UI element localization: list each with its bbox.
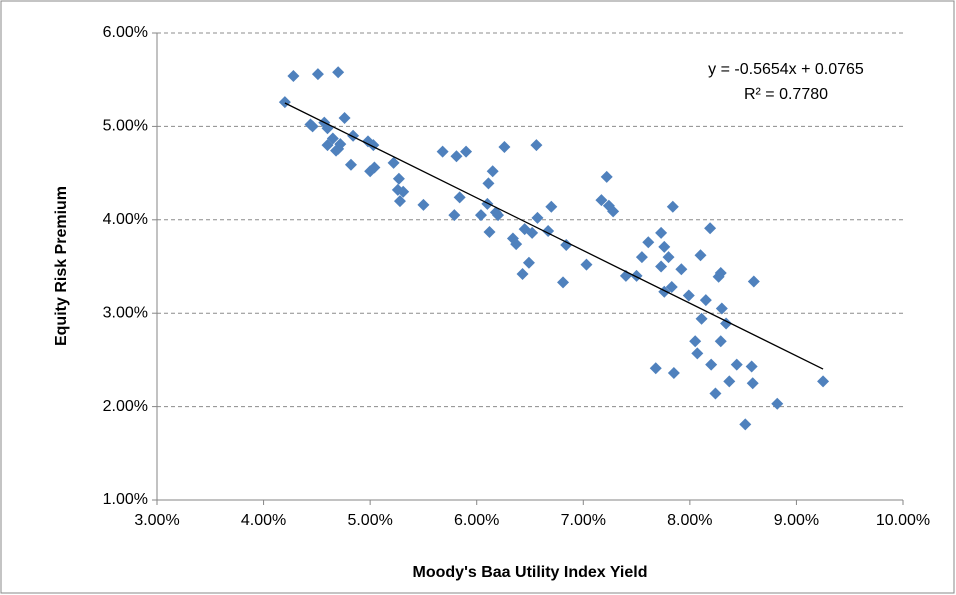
- x-tick-label: 6.00%: [454, 512, 499, 529]
- point: [287, 69, 300, 82]
- point: [745, 360, 758, 373]
- point: [747, 275, 760, 288]
- point: [658, 240, 671, 253]
- point: [666, 200, 679, 213]
- point: [338, 111, 351, 124]
- point: [714, 267, 727, 280]
- point: [635, 251, 648, 264]
- point: [330, 144, 343, 157]
- point: [417, 198, 430, 211]
- x-axis-title: Moody's Baa Utility Index Yield: [413, 564, 648, 581]
- point: [817, 375, 830, 388]
- point: [498, 140, 511, 153]
- point: [714, 335, 727, 348]
- point: [522, 256, 535, 269]
- point: [642, 236, 655, 249]
- point: [483, 225, 496, 238]
- point: [474, 209, 487, 222]
- point: [730, 358, 743, 371]
- y-tick-label: 2.00%: [103, 398, 148, 415]
- point: [667, 366, 680, 379]
- point: [709, 387, 722, 400]
- point: [662, 251, 675, 264]
- point: [387, 156, 400, 169]
- point: [460, 145, 473, 158]
- point: [486, 165, 499, 178]
- point: [739, 418, 752, 431]
- point: [746, 377, 759, 390]
- point: [448, 209, 461, 222]
- y-tick-label: 4.00%: [103, 211, 148, 228]
- point: [580, 258, 593, 271]
- point: [682, 289, 695, 302]
- x-tick-label: 4.00%: [241, 512, 286, 529]
- trend-equation: y = -0.5654x + 0.0765: [708, 61, 864, 78]
- point: [560, 239, 573, 252]
- point: [600, 170, 613, 183]
- y-tick-label: 5.00%: [103, 118, 148, 135]
- point: [655, 226, 668, 239]
- point: [492, 209, 505, 222]
- y-axis-title: Equity Risk Premium: [53, 186, 70, 346]
- point: [482, 177, 495, 190]
- x-tick-label: 3.00%: [134, 512, 179, 529]
- point: [453, 191, 466, 204]
- point: [689, 335, 702, 348]
- point: [720, 317, 733, 330]
- point: [771, 397, 784, 410]
- point: [665, 281, 678, 294]
- point: [436, 145, 449, 158]
- point: [516, 267, 529, 280]
- point: [715, 302, 728, 315]
- point: [649, 362, 662, 375]
- point: [531, 211, 544, 224]
- point: [526, 226, 539, 239]
- point: [699, 294, 712, 307]
- point: [530, 139, 543, 152]
- point: [607, 205, 620, 218]
- point: [321, 122, 334, 135]
- x-tick-label: 10.00%: [876, 512, 930, 529]
- trendline: [284, 102, 824, 370]
- r-squared: R² = 0.7780: [744, 86, 828, 103]
- point: [595, 194, 608, 207]
- point: [450, 150, 463, 163]
- point: [694, 249, 707, 262]
- x-tick-label: 5.00%: [347, 512, 392, 529]
- point: [675, 263, 688, 276]
- x-tick-label: 8.00%: [667, 512, 712, 529]
- point: [705, 358, 718, 371]
- x-tick-label: 7.00%: [561, 512, 606, 529]
- point: [695, 312, 708, 325]
- point: [326, 132, 339, 145]
- point: [344, 158, 357, 171]
- point: [510, 238, 523, 251]
- point: [723, 375, 736, 388]
- point: [704, 222, 717, 235]
- point: [655, 260, 668, 273]
- point: [393, 195, 406, 208]
- point: [691, 347, 704, 360]
- point: [545, 200, 558, 213]
- point: [306, 120, 319, 133]
- point: [391, 183, 404, 196]
- point: [364, 165, 377, 178]
- x-tick-label: 9.00%: [774, 512, 819, 529]
- point: [557, 276, 570, 289]
- point: [311, 68, 324, 81]
- point: [332, 66, 345, 79]
- y-tick-label: 1.00%: [103, 491, 148, 508]
- y-tick-label: 6.00%: [103, 24, 148, 41]
- point: [392, 172, 405, 185]
- y-tick-label: 3.00%: [103, 304, 148, 321]
